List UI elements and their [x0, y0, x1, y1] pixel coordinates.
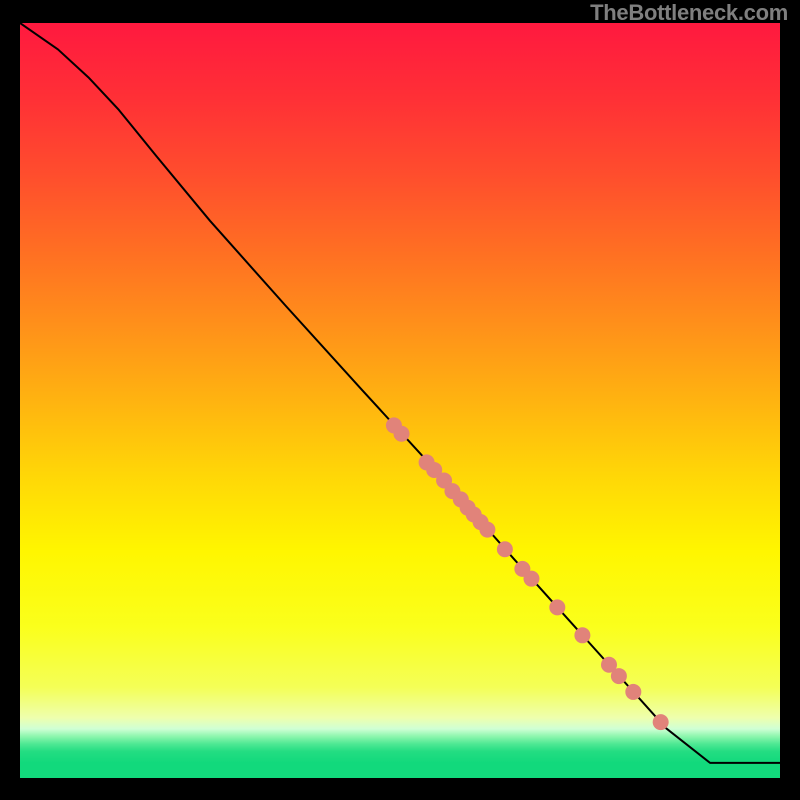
chart-root: TheBottleneck.com [0, 0, 800, 800]
plot-area [20, 23, 780, 778]
data-marker [523, 571, 539, 587]
plot-svg [20, 23, 780, 778]
data-marker [574, 627, 590, 643]
gradient-background [20, 23, 780, 778]
data-marker [653, 714, 669, 730]
data-marker [611, 668, 627, 684]
data-marker [394, 426, 410, 442]
data-marker [625, 684, 641, 700]
data-marker [479, 522, 495, 538]
data-marker [549, 599, 565, 615]
data-marker [497, 541, 513, 557]
